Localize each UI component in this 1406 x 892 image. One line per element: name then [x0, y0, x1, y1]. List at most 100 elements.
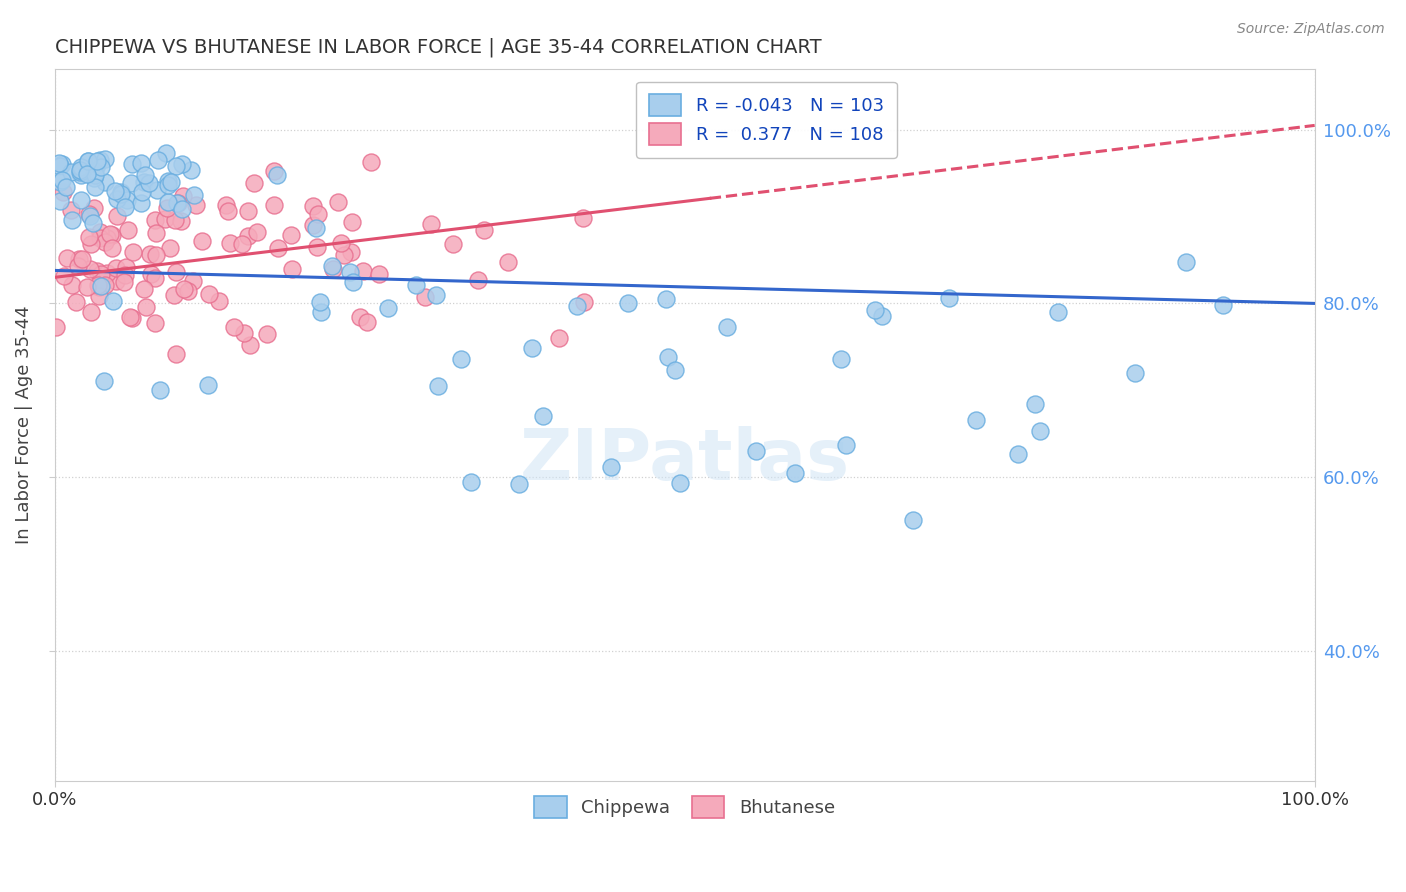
Point [79, 230, 101, 244]
Point [129, 195, 152, 210]
Point [96, 231, 118, 245]
Point [103, 184, 125, 198]
Point [86, 263, 108, 277]
Point [163, 213, 186, 227]
Point [1024, 396, 1046, 410]
Point [60, 278, 83, 293]
Point [94, 277, 117, 292]
Point [170, 214, 193, 228]
Point [156, 178, 179, 192]
Point [266, 169, 288, 183]
Point [280, 227, 302, 242]
Point [83, 170, 105, 185]
Point [117, 223, 139, 237]
Point [599, 460, 621, 475]
Point [94, 235, 117, 249]
Point [89, 225, 111, 239]
Point [90, 161, 112, 175]
Point [222, 320, 245, 334]
Point [340, 215, 363, 229]
Point [134, 175, 156, 189]
Point [208, 293, 231, 308]
Point [83, 168, 105, 182]
Point [112, 275, 135, 289]
Point [53, 268, 76, 283]
Point [76, 167, 98, 181]
Point [236, 228, 259, 243]
Point [531, 409, 554, 423]
Point [281, 261, 304, 276]
Point [101, 227, 124, 242]
Point [668, 476, 690, 491]
Point [330, 236, 353, 251]
Point [160, 175, 183, 189]
Point [77, 207, 100, 221]
Y-axis label: In Labor Force | Age 35-44: In Labor Force | Age 35-44 [15, 306, 32, 544]
Point [145, 183, 167, 197]
Point [82, 216, 104, 230]
Point [135, 301, 157, 315]
Point [427, 379, 450, 393]
Point [45, 320, 67, 334]
Point [181, 274, 204, 288]
Point [55, 251, 77, 265]
Point [131, 185, 153, 199]
Point [520, 341, 543, 355]
Point [60, 212, 83, 227]
Point [98, 227, 121, 242]
Point [155, 146, 177, 161]
Point [267, 241, 290, 255]
Point [655, 293, 678, 307]
Point [134, 282, 156, 296]
Point [305, 221, 328, 235]
Point [77, 154, 100, 169]
Point [231, 236, 253, 251]
Point [69, 193, 91, 207]
Point [340, 245, 363, 260]
Point [172, 202, 194, 216]
Point [122, 245, 145, 260]
Point [69, 165, 91, 179]
Point [89, 153, 111, 168]
Point [67, 252, 90, 267]
Point [835, 438, 858, 452]
Point [305, 239, 328, 253]
Point [177, 284, 200, 298]
Point [342, 275, 364, 289]
Point [145, 248, 167, 262]
Point [548, 330, 571, 344]
Point [356, 315, 378, 329]
Point [1047, 305, 1070, 319]
Point [129, 156, 152, 170]
Point [903, 513, 925, 527]
Point [79, 210, 101, 224]
Point [105, 260, 128, 275]
Point [105, 209, 128, 223]
Point [186, 198, 208, 212]
Point [664, 363, 686, 377]
Point [830, 352, 852, 367]
Point [657, 350, 679, 364]
Point [246, 225, 269, 239]
Point [508, 477, 530, 491]
Point [159, 241, 181, 255]
Point [156, 195, 179, 210]
Point [785, 466, 807, 480]
Point [77, 153, 100, 168]
Point [153, 212, 176, 227]
Point [1212, 298, 1234, 312]
Point [322, 262, 344, 277]
Point [965, 413, 987, 427]
Point [263, 198, 285, 212]
Point [114, 200, 136, 214]
Point [138, 177, 160, 191]
Point [256, 326, 278, 341]
Point [90, 268, 112, 282]
Point [52, 185, 75, 199]
Point [60, 203, 83, 218]
Point [263, 163, 285, 178]
Point [1123, 366, 1146, 380]
Point [301, 198, 323, 212]
Point [413, 289, 436, 303]
Point [219, 236, 242, 251]
